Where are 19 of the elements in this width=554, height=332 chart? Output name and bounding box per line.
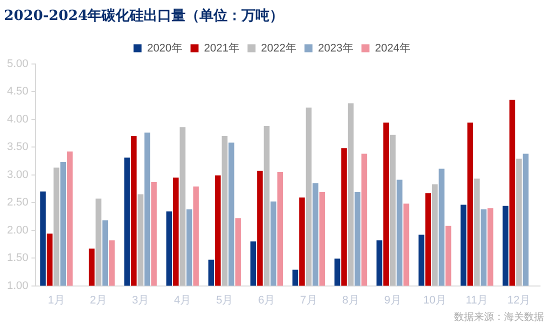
x-tick-label: 1月 [48, 294, 65, 306]
x-tick-label: 3月 [132, 294, 150, 306]
source-note: 数据来源：海关数据 [454, 310, 544, 324]
x-tick-label: 5月 [216, 294, 234, 306]
x-tick-label: 7月 [300, 294, 318, 306]
legend-label: 2022年 [261, 42, 296, 54]
legend-label: 2024年 [374, 42, 410, 54]
x-tick-label: 8月 [342, 294, 360, 306]
chart-title: 2020-2024年碳化硅出口量（单位：万吨） [4, 8, 284, 24]
x-tick-label: 10月 [423, 294, 446, 306]
x-tick-label: 9月 [384, 294, 402, 306]
legend-label: 2023年 [318, 42, 354, 54]
x-tick-label: 4月 [174, 294, 192, 306]
x-tick-label: 11月 [466, 294, 488, 306]
x-tick-label: 12月 [507, 294, 531, 306]
legend-label: 2020年 [147, 42, 183, 54]
x-tick-label: 2月 [90, 294, 108, 306]
x-tick-label: 6月 [258, 294, 276, 306]
legend-label: 2021年 [204, 42, 240, 54]
